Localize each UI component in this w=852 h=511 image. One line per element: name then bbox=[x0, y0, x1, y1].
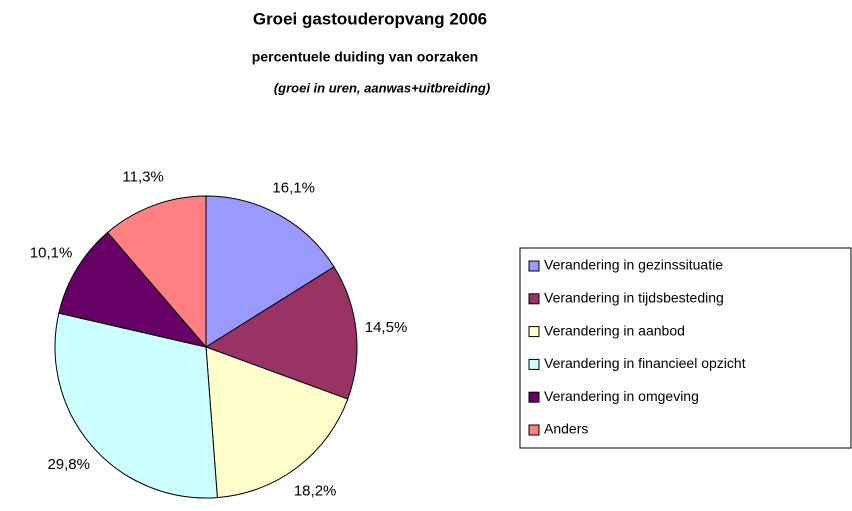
pie-slice bbox=[205, 346, 349, 499]
legend-box bbox=[519, 247, 852, 449]
legend-swatch bbox=[528, 293, 540, 305]
legend-label: Verandering in financieel opzicht bbox=[544, 355, 746, 371]
data-label: 14,5% bbox=[365, 319, 408, 336]
legend-label: Verandering in omgeving bbox=[544, 388, 699, 404]
pie-slice bbox=[205, 195, 335, 348]
legend-label: Verandering in aanbod bbox=[544, 322, 685, 338]
chart-subtitle: percentuele duiding van oorzaken bbox=[252, 49, 478, 65]
legend-label: Verandering in tijdsbesteding bbox=[544, 290, 724, 306]
chart-note: (groei in uren, aanwas+uitbreiding) bbox=[274, 80, 490, 95]
legend-label: Verandering in gezinssituatie bbox=[544, 257, 723, 273]
data-label: 11,3% bbox=[122, 168, 163, 185]
pie-slice bbox=[58, 231, 208, 348]
legend-swatch bbox=[528, 326, 540, 338]
legend-swatch bbox=[528, 424, 540, 436]
legend-label: Anders bbox=[544, 421, 588, 437]
data-label: 29,8% bbox=[47, 456, 90, 473]
chart-title: Groei gastouderopvang 2006 bbox=[253, 9, 487, 28]
legend-swatch bbox=[528, 391, 540, 403]
data-label: 16,1% bbox=[272, 180, 315, 197]
legend-swatch bbox=[528, 260, 540, 272]
pie-slice bbox=[54, 312, 218, 499]
data-label: 18,2% bbox=[294, 482, 337, 499]
pie-slice bbox=[106, 195, 207, 349]
pie-slice bbox=[204, 266, 358, 400]
legend-swatch bbox=[528, 358, 540, 370]
data-label: 10,1% bbox=[30, 244, 73, 261]
